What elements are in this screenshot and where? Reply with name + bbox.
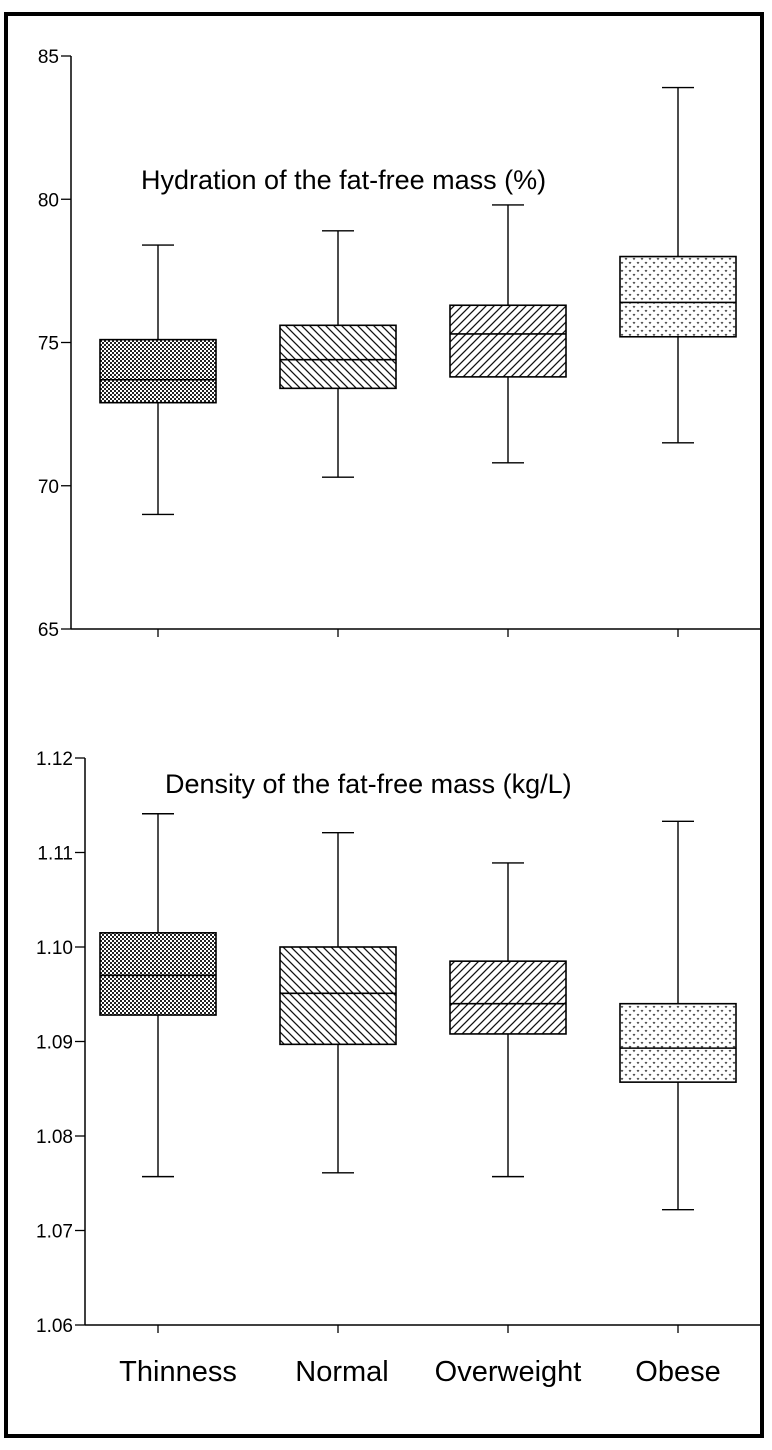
- density-y-tick-label: 1.09: [36, 1033, 73, 1054]
- density-y-tick-label: 1.08: [36, 1127, 73, 1148]
- hydration-chart: Hydration of the fat-free mass (%) 65 70 7…: [38, 47, 760, 641]
- figure-frame: Hydration of the fat-free mass (%) 65 70 7…: [4, 12, 764, 1438]
- category-labels: Thinness Normal Overweight Obese: [119, 1356, 721, 1388]
- hydration-y-ticks: 65 70 75 80 85: [38, 47, 71, 641]
- hydration-y-tick-label: 80: [38, 190, 59, 211]
- interquartile-box: [619, 1002, 737, 1083]
- hydration-y-tick-label: 85: [38, 47, 59, 68]
- category-label-thinness: Thinness: [119, 1356, 237, 1388]
- interquartile-box: [619, 255, 737, 338]
- density-box-thinness: [99, 813, 217, 1178]
- hydration-box-thinness: [99, 244, 217, 516]
- density-y-tick-label: 1.12: [36, 749, 73, 770]
- interquartile-box: [279, 324, 397, 390]
- interquartile-box: [99, 338, 217, 404]
- density-y-tick-label: 1.10: [36, 938, 73, 959]
- hydration-box-overweight: [449, 204, 567, 464]
- interquartile-box: [449, 304, 567, 378]
- category-label-obese: Obese: [635, 1356, 720, 1388]
- hydration-box-obese: [619, 86, 737, 444]
- interquartile-box: [279, 946, 397, 1046]
- interquartile-box: [449, 960, 567, 1035]
- density-y-tick-label: 1.11: [37, 844, 73, 865]
- density-boxes: [99, 813, 737, 1211]
- hydration-chart-title: Hydration of the fat-free mass (%): [141, 165, 546, 195]
- hydration-y-tick-label: 75: [38, 334, 59, 355]
- category-label-overweight: Overweight: [435, 1356, 582, 1388]
- box-plot-figure: Hydration of the fat-free mass (%) 65 70 7…: [36, 47, 760, 1388]
- density-y-ticks: 1.06 1.07 1.08 1.09 1.10 1.11 1.12: [36, 749, 85, 1337]
- interquartile-box: [99, 932, 217, 1016]
- hydration-box-normal: [279, 230, 397, 478]
- hydration-boxes: [99, 86, 737, 516]
- hydration-y-tick-label: 65: [38, 620, 59, 641]
- density-chart-title: Density of the fat-free mass (kg/L): [165, 769, 572, 799]
- density-y-tick-label: 1.06: [36, 1316, 73, 1337]
- density-box-overweight: [449, 862, 567, 1178]
- hydration-y-tick-label: 70: [38, 477, 59, 498]
- density-box-obese: [619, 820, 737, 1211]
- density-chart: Density of the fat-free mass (kg/L) 1.06…: [36, 749, 760, 1388]
- category-label-normal: Normal: [295, 1356, 388, 1388]
- density-box-normal: [279, 831, 397, 1174]
- density-y-tick-label: 1.07: [36, 1222, 73, 1243]
